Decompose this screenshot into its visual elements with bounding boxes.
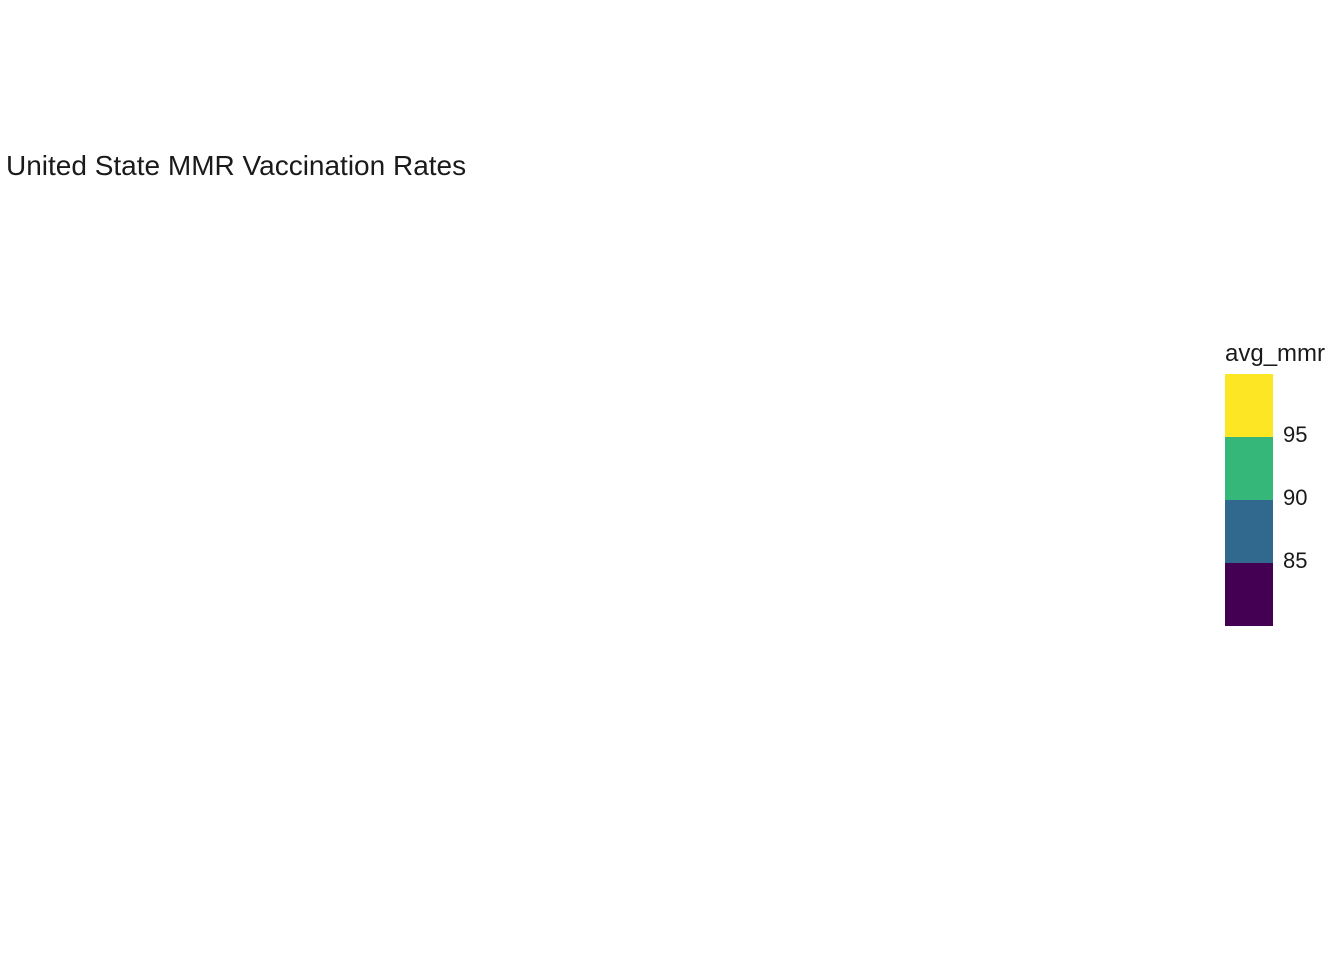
svg-text:95: 95 xyxy=(1283,422,1307,447)
svg-text:85: 85 xyxy=(1283,548,1307,573)
svg-text:90: 90 xyxy=(1283,485,1307,510)
